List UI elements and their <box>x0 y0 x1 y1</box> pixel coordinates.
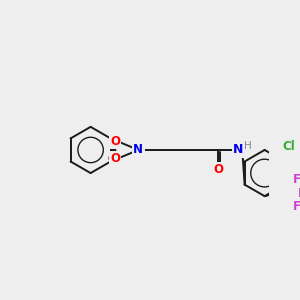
Text: O: O <box>110 135 120 148</box>
Text: N: N <box>233 143 244 157</box>
Text: N: N <box>133 143 143 157</box>
Text: Cl: Cl <box>282 140 295 153</box>
Text: F: F <box>293 200 300 213</box>
Text: H: H <box>244 141 252 151</box>
Text: O: O <box>110 152 120 165</box>
Text: F: F <box>298 187 300 200</box>
Text: F: F <box>293 173 300 187</box>
Text: O: O <box>213 164 224 176</box>
